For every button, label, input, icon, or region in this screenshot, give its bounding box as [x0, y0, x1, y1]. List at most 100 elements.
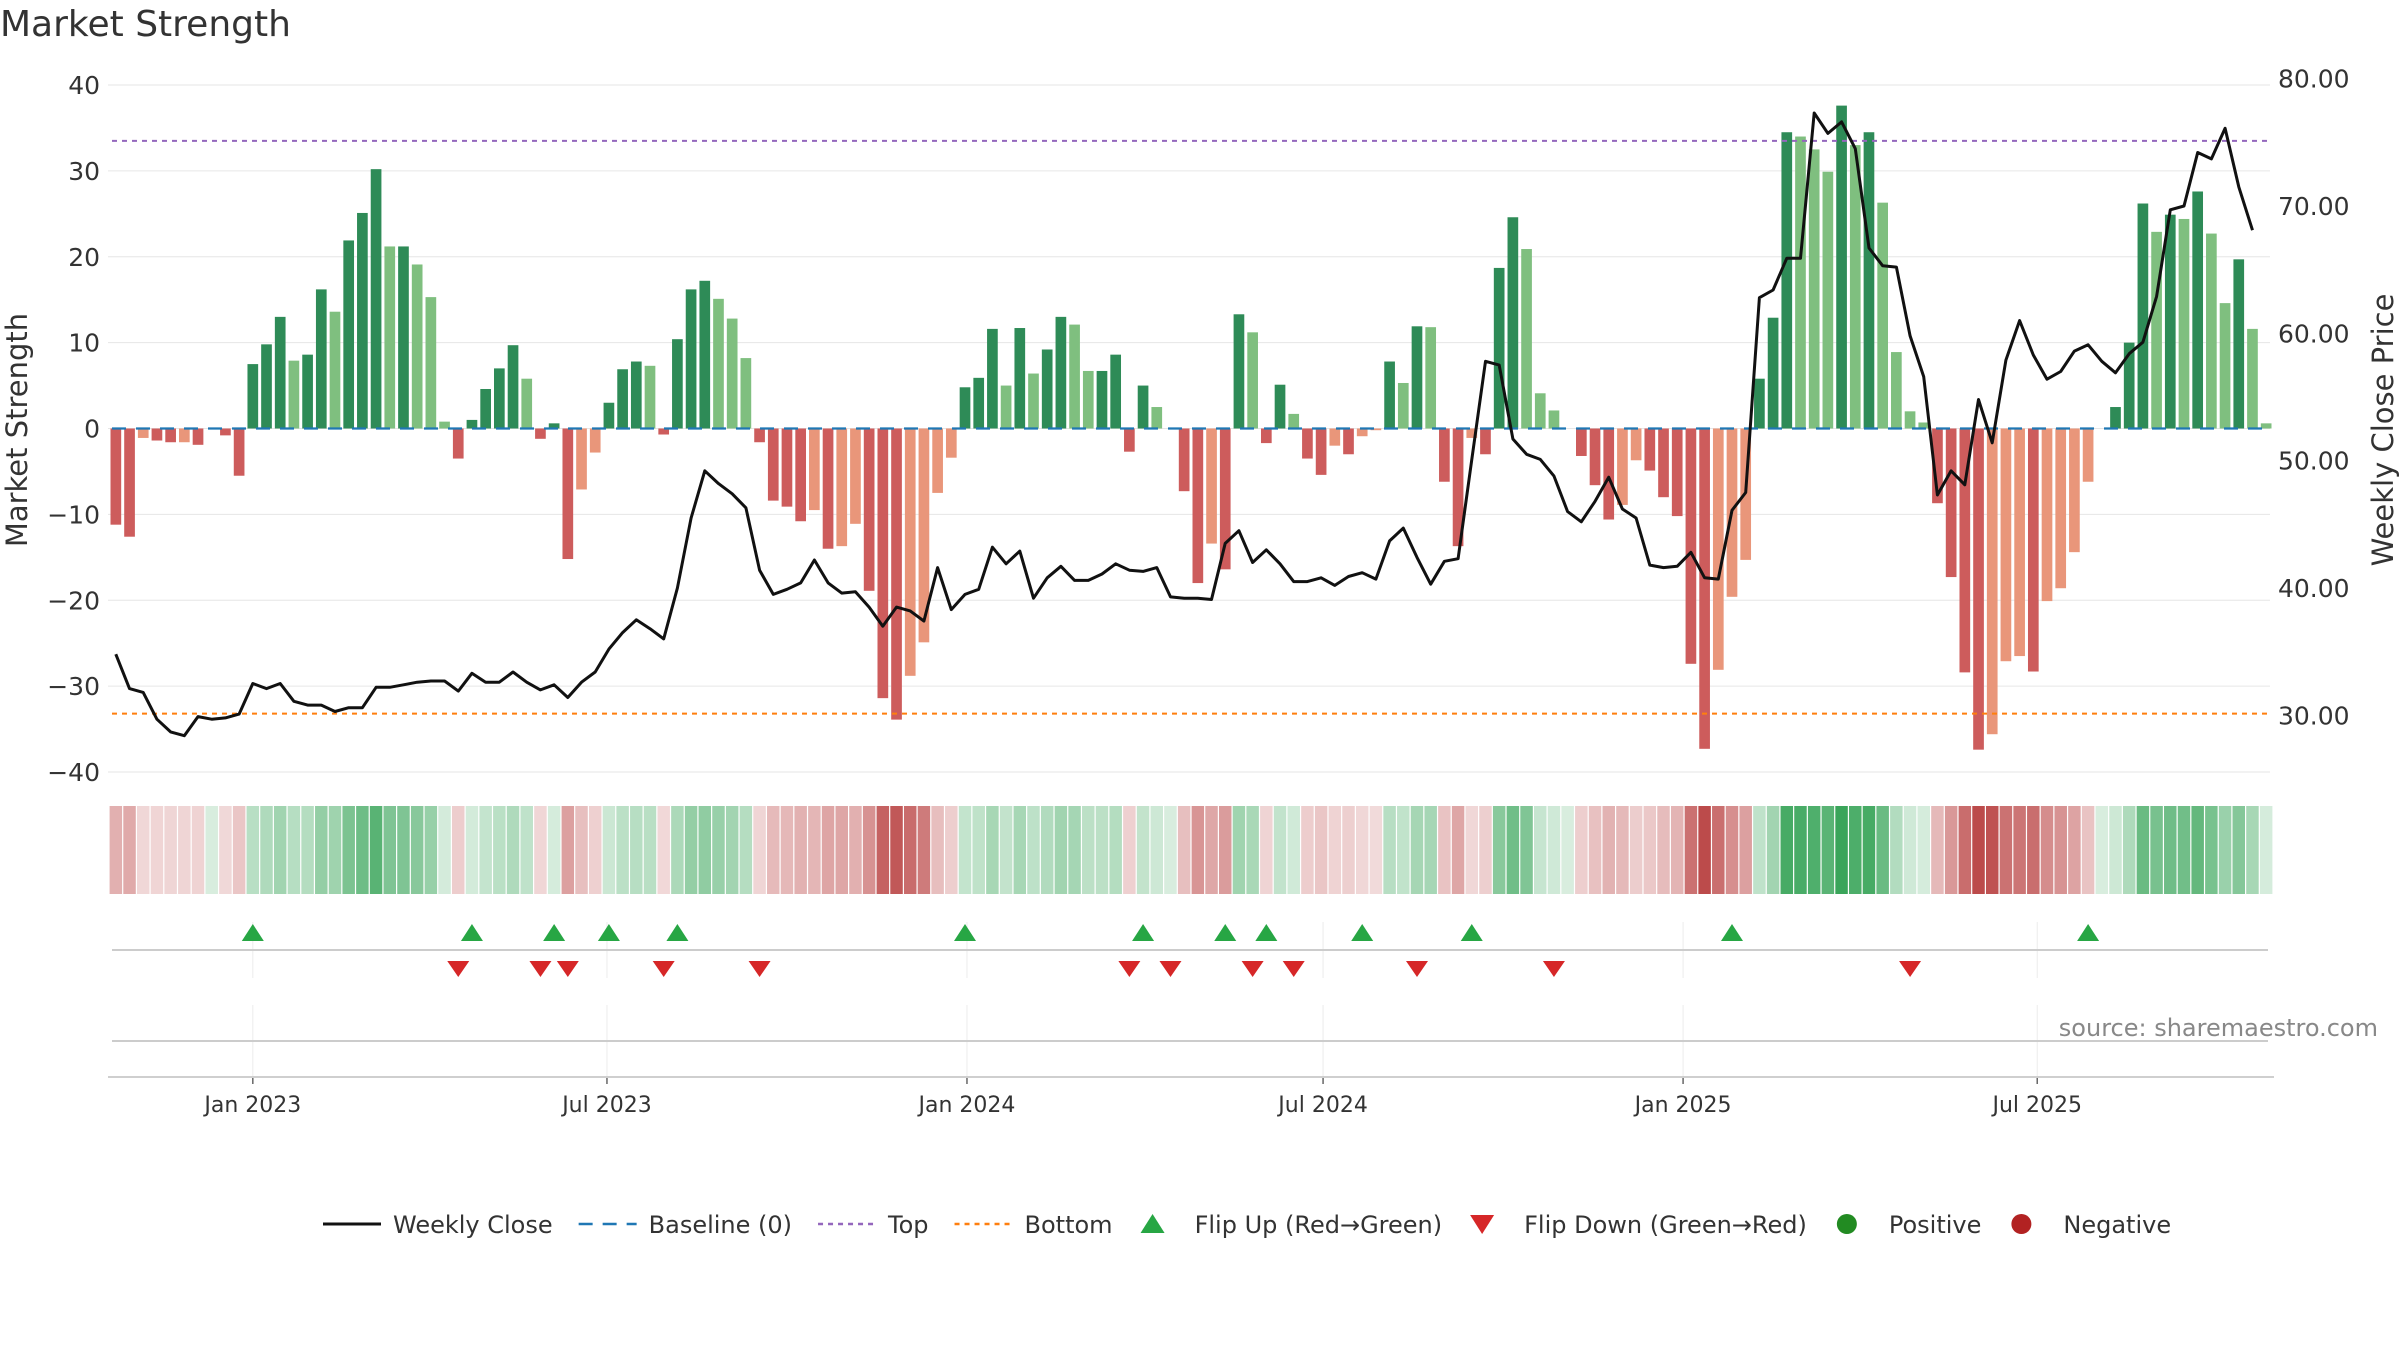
heatmap-cell — [465, 806, 479, 894]
flip-down-marker — [1241, 961, 1264, 977]
heatmap-cell — [1301, 806, 1314, 894]
heatmap-cell — [1547, 806, 1561, 894]
grid-lines — [108, 84, 2270, 1078]
heatmap-cell — [1657, 806, 1670, 894]
heatmap-cell — [1602, 806, 1615, 894]
heatmap-cell — [862, 806, 876, 894]
heatmap-cell — [2068, 806, 2081, 894]
heatmap-cell — [1780, 806, 1794, 894]
strength-bar — [1576, 428, 1587, 456]
heatmap-cell — [410, 806, 424, 894]
strength-bar — [1493, 267, 1505, 429]
strength-bar — [603, 402, 615, 429]
strength-bar — [1000, 385, 1012, 429]
strength-bar — [1137, 385, 1149, 429]
heatmap-cell — [1534, 806, 1547, 894]
heatmap-cell — [972, 806, 985, 894]
y-tick-label: 20 — [68, 243, 100, 272]
heatmap-cell — [191, 806, 205, 894]
heatmap-cell — [1068, 806, 1081, 894]
strength-bar — [1589, 428, 1601, 486]
strength-bar — [1712, 428, 1724, 670]
strength-bar — [767, 428, 779, 501]
strength-heatmap-strip — [109, 806, 2273, 894]
heatmap-cell — [315, 806, 328, 894]
strength-bar — [1055, 316, 1067, 429]
weekly-close-path — [114, 111, 2254, 738]
heatmap-cell — [1095, 806, 1109, 894]
heatmap-cell — [1807, 806, 1821, 894]
x-tick-label: Jul 2023 — [560, 1093, 652, 1118]
strength-bar — [987, 328, 998, 429]
strength-bar — [1945, 428, 1957, 578]
strength-bar — [1808, 149, 1820, 429]
heatmap-cell — [671, 806, 684, 894]
flip-down-marker — [1118, 961, 1141, 977]
strength-bar — [1534, 393, 1546, 429]
strength-bar — [904, 428, 916, 676]
heatmap-cell — [849, 806, 862, 894]
heatmap-cell — [739, 806, 753, 894]
strength-bar — [1959, 428, 1971, 673]
strength-bar — [1219, 428, 1231, 570]
heatmap-cell — [1972, 806, 1985, 894]
strength-bar — [1658, 428, 1669, 498]
y-tick-label: 0 — [84, 415, 100, 444]
heatmap-cell — [712, 806, 725, 894]
strength-bar — [1343, 428, 1354, 455]
heatmap-cell — [1164, 806, 1177, 894]
strength-bar — [1603, 428, 1615, 520]
strength-bar — [850, 428, 861, 524]
strength-bar — [2151, 231, 2162, 429]
strength-bar — [713, 298, 724, 429]
heatmap-cell — [1054, 806, 1068, 894]
strength-bar — [1315, 428, 1327, 475]
heatmap-cell — [1821, 806, 1835, 894]
strength-bar — [2178, 218, 2190, 429]
heatmap-cell — [1355, 806, 1369, 894]
flip-down-marker — [447, 961, 470, 977]
heatmap-cell — [219, 806, 232, 894]
strength-bar — [1986, 428, 1998, 735]
strength-bar — [644, 365, 656, 429]
strength-bar — [2123, 342, 2135, 429]
heatmap-cell — [1424, 806, 1437, 894]
heatmap-cell — [2040, 806, 2054, 894]
strength-bar — [384, 246, 396, 429]
x-tick-label: Jan 2023 — [202, 1093, 301, 1118]
heatmap-cell — [2177, 806, 2191, 894]
heatmap-cell — [1575, 806, 1588, 894]
strength-bar — [1028, 373, 1039, 429]
strength-bar — [124, 428, 135, 537]
strength-bar — [2069, 428, 2080, 553]
heatmap-cell — [1397, 806, 1410, 894]
strength-bar — [2110, 407, 2121, 429]
flip-up-marker — [1255, 924, 1278, 941]
heatmap-cell — [1739, 806, 1752, 894]
strength-bar — [2247, 328, 2258, 429]
heatmap-cell — [2013, 806, 2026, 894]
heatmap-cell — [2150, 806, 2163, 894]
y2-tick-label: 50.00 — [2278, 447, 2350, 476]
strength-bar — [959, 387, 971, 429]
y2-tick-label: 60.00 — [2278, 319, 2350, 348]
axes: 40 30 20 10 0 −10 −20 −30 −40 80.00 70.00 60.00 50.0… — [0, 65, 2400, 1118]
heatmap-cell — [1218, 806, 1232, 894]
strength-bar — [452, 428, 464, 459]
heatmap-cell — [1849, 806, 1862, 894]
heatmap-cell — [1629, 806, 1643, 894]
strength-bar — [1069, 324, 1080, 429]
heatmap-cell — [1342, 806, 1355, 894]
strength-bar — [1507, 217, 1519, 429]
flip-up-marker — [597, 924, 620, 941]
y-tick-label: −30 — [47, 672, 100, 701]
heatmap-cell — [2232, 806, 2246, 894]
strength-bar — [494, 368, 505, 429]
heatmap-cell — [890, 806, 903, 894]
strength-bar — [1548, 410, 1560, 429]
strength-bar — [809, 428, 820, 511]
flip-up-marker — [2077, 924, 2100, 941]
heatmap-cell — [273, 806, 287, 894]
heatmap-cell — [547, 806, 561, 894]
heatmap-cell — [1958, 806, 1972, 894]
